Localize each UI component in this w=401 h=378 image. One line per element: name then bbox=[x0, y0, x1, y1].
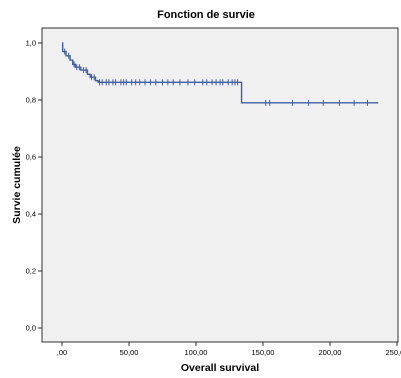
x-tick-label: ,00 bbox=[57, 348, 67, 357]
y-tick-label: 0,4 bbox=[26, 210, 36, 219]
y-axis-label: Survie cumulée bbox=[11, 146, 23, 224]
y-tick-label: 0,8 bbox=[26, 96, 36, 105]
chart-title: Fonction de survie bbox=[157, 9, 255, 21]
y-tick-label: 1,0 bbox=[26, 39, 36, 48]
x-tick-label: 200,00 bbox=[319, 348, 342, 357]
x-tick-label: 100,00 bbox=[185, 348, 208, 357]
y-tick-label: 0,2 bbox=[26, 267, 36, 276]
y-tick-label: 0,0 bbox=[26, 324, 36, 333]
x-tick-label: 250,00 bbox=[386, 348, 401, 357]
y-axis: 0,0 0,2 0,4 0,6 0,8 1,0 bbox=[26, 39, 42, 333]
plot-area bbox=[41, 27, 399, 343]
survival-step-line bbox=[61, 42, 379, 104]
x-axis-label: Overall survival bbox=[181, 362, 259, 374]
x-axis: ,00 50,00 100,00 150,00 200,00 250,00 bbox=[57, 342, 401, 357]
x-tick-label: 50,00 bbox=[120, 348, 139, 357]
survival-series bbox=[61, 42, 379, 106]
x-tick-label: 150,00 bbox=[252, 348, 275, 357]
y-tick-label: 0,6 bbox=[26, 153, 36, 162]
